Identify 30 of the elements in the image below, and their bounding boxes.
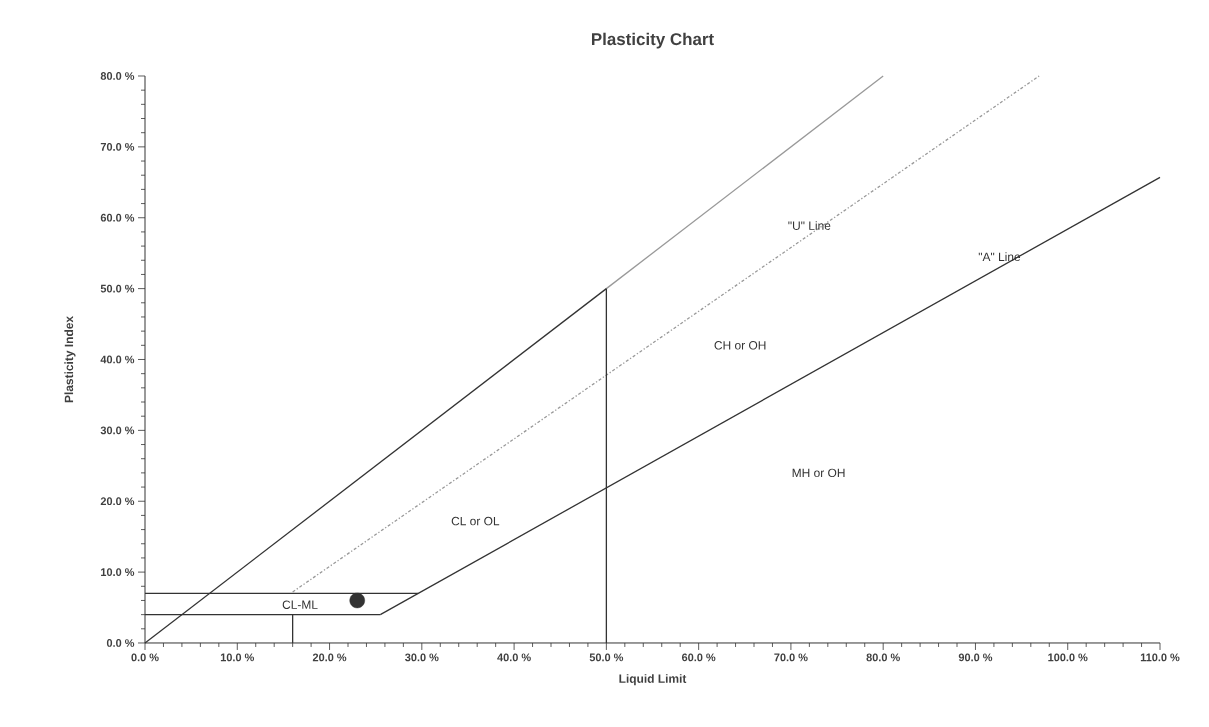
x-tick-label: 30.0 %: [405, 653, 439, 662]
y-tick-label: 20.0 %: [100, 497, 135, 506]
x-tick-label: 110.0 %: [1140, 653, 1180, 662]
x-tick-label: 0.0 %: [131, 653, 159, 662]
x-tick-label: 90.0 %: [958, 653, 993, 662]
annotation: CL-ML: [282, 600, 318, 609]
annotation: "A" Line: [978, 252, 1021, 262]
annotation: CH or OH: [714, 341, 766, 350]
x-tick-label: 60.0 %: [681, 653, 716, 662]
x-tick-label: 70.0 %: [774, 653, 808, 662]
annotation: MH or OH: [792, 468, 845, 478]
annotation: "U" Line: [788, 221, 831, 230]
x-tick-label: 50.0 %: [589, 653, 624, 662]
x-tick-label: 10.0 %: [220, 653, 255, 662]
y-tick-label: 80.0 %: [100, 72, 135, 80]
y-tick-label: 60.0 %: [100, 213, 135, 222]
x-tick-label: 100.0 %: [1048, 653, 1088, 662]
annotation: CL or OL: [451, 516, 500, 526]
x-axis-title: Liquid Limit: [619, 674, 687, 686]
y-axis-title: Plasticity Index: [64, 316, 76, 403]
y-tick-label: 70.0 %: [100, 143, 135, 151]
x-tick-label: 20.0 %: [312, 653, 347, 662]
y-tick-label: 30.0 %: [100, 426, 135, 435]
y-tick-label: 10.0 %: [101, 568, 135, 576]
chart-title: Plasticity Chart: [591, 32, 714, 49]
x-tick-label: 40.0 %: [497, 653, 531, 662]
y-tick-label: 40.0 %: [100, 355, 135, 364]
x-tick-label: 80.0 %: [866, 653, 900, 662]
y-tick-label: 50.0 %: [100, 284, 135, 293]
y-tick-label: 0.0 %: [106, 639, 135, 647]
